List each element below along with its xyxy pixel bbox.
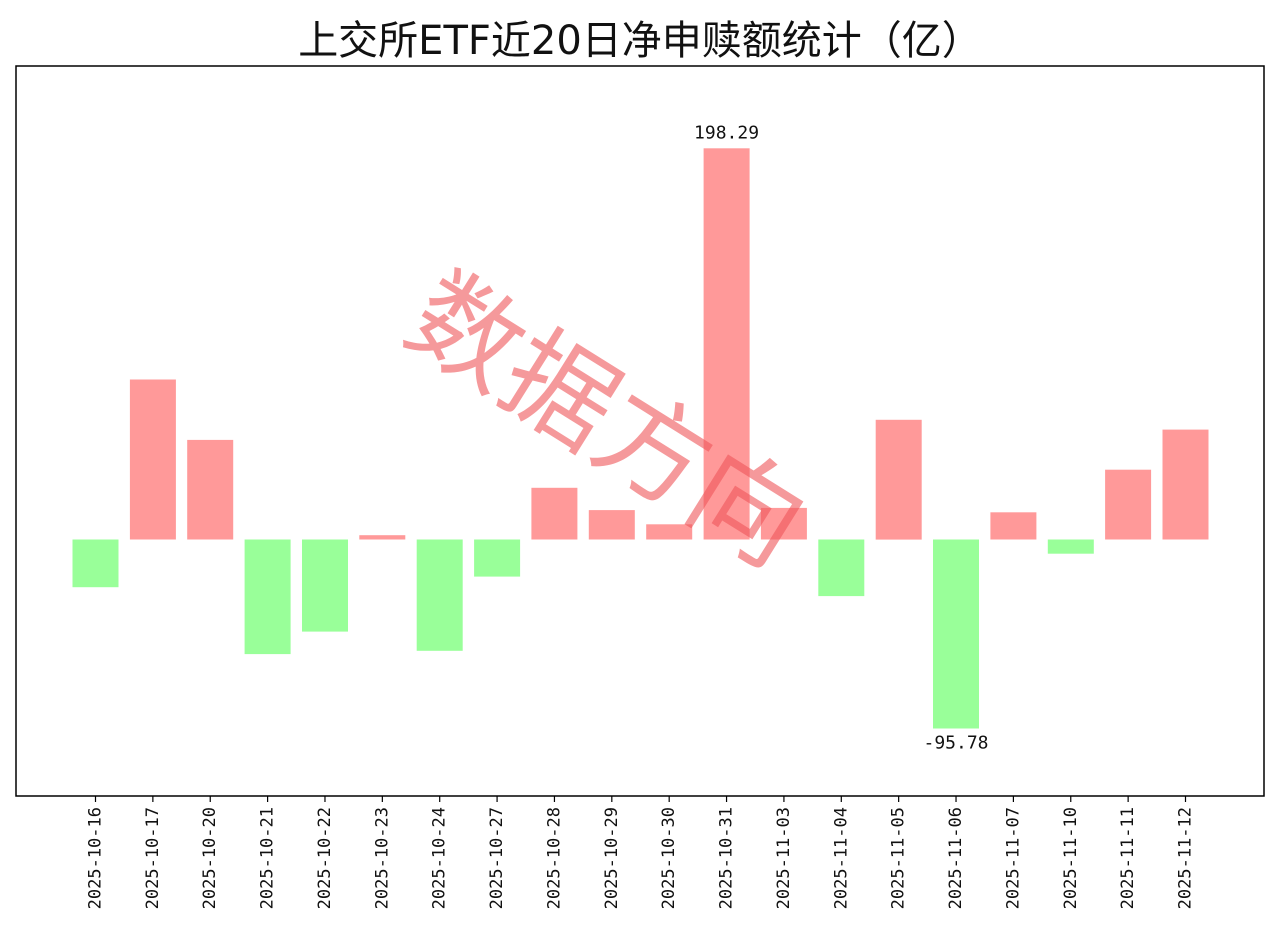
data-label: 198.29 [694, 122, 759, 143]
bar-2025-11-07 [990, 512, 1037, 540]
bar-2025-11-06 [933, 539, 979, 729]
bar-2025-11-05 [875, 419, 922, 540]
x-tick-label: 2025-10-17 [143, 807, 163, 909]
bar-2025-10-23 [359, 535, 406, 540]
x-tick-label: 2025-10-30 [659, 807, 679, 909]
bar-2025-10-29 [588, 510, 635, 540]
x-tick-label: 2025-11-05 [889, 807, 909, 909]
bar-2025-10-28 [531, 487, 578, 540]
x-tick-label: 2025-10-21 [258, 807, 278, 909]
x-tick-label: 2025-11-12 [1176, 807, 1196, 909]
x-tick-label: 2025-10-24 [430, 807, 450, 909]
x-tick-label: 2025-10-27 [487, 807, 507, 909]
bars-layer [72, 148, 1209, 729]
chart-title: 上交所ETF近20日净申赎额统计（亿） [298, 18, 982, 64]
x-tick-label: 2025-10-23 [372, 807, 392, 909]
bar-2025-10-31 [703, 148, 750, 540]
bar-2025-10-16 [72, 539, 119, 588]
x-tick-label: 2025-10-29 [602, 807, 622, 909]
bar-2025-10-22 [302, 539, 348, 632]
data-label: -95.78 [924, 732, 989, 753]
x-axis: 2025-10-16 2025-10-17 2025-10-20 2025-10-21… [86, 796, 1196, 909]
x-tick-label: 2025-11-06 [946, 807, 966, 909]
x-tick-label: 2025-10-16 [86, 807, 106, 909]
x-tick-label: 2025-10-31 [717, 807, 737, 909]
x-tick-label: 2025-11-11 [1118, 807, 1138, 909]
bar-2025-10-20 [187, 439, 234, 540]
x-tick-label: 2025-11-07 [1003, 807, 1023, 909]
x-tick-label: 2025-11-10 [1061, 807, 1081, 909]
x-tick-label: 2025-11-04 [831, 807, 851, 909]
x-tick-label: 2025-10-28 [544, 807, 564, 909]
bar-2025-11-11 [1105, 469, 1152, 540]
bar-2025-11-04 [818, 539, 865, 597]
bar-2025-10-30 [646, 524, 693, 540]
x-tick-label: 2025-10-20 [200, 807, 220, 909]
bar-2025-11-10 [1047, 539, 1094, 554]
bar-2025-11-03 [760, 507, 807, 540]
bar-2025-10-21 [244, 539, 291, 655]
bar-2025-11-12 [1162, 429, 1209, 540]
bar-2025-10-17 [129, 379, 176, 540]
bar-2025-10-27 [474, 539, 521, 577]
x-tick-label: 2025-11-03 [774, 807, 794, 909]
data-labels: 198.29 -95.78 [694, 122, 989, 753]
plot-frame [15, 65, 1265, 797]
x-tick-label: 2025-10-22 [315, 807, 335, 909]
bar-2025-10-24 [416, 539, 463, 651]
